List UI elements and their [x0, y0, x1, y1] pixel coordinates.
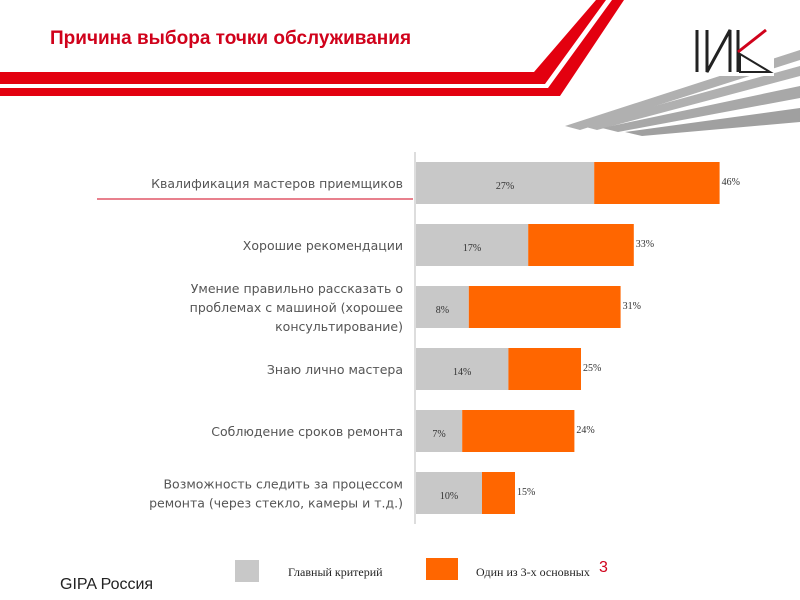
page-number: 3 — [599, 559, 608, 576]
value-label-main-criterion: 10% — [440, 491, 458, 502]
header-grey-stripe — [625, 108, 800, 136]
bar-main-criterion — [416, 472, 482, 514]
chart-value-labels: 27% 46% 17% 33% 8% 31% 14% 25% 7% 24% 10% 15% — [432, 177, 740, 502]
legend-label-one-of-three: Один из 3-х основных — [476, 565, 590, 579]
legend-swatch-main-criterion — [235, 560, 259, 582]
category-label: Соблюдение сроков ремонта — [211, 424, 403, 439]
bar-one-of-three — [468, 286, 621, 328]
category-label: Умение правильно рассказать о проблемах с… — [190, 281, 404, 334]
value-label-main-criterion: 8% — [436, 305, 449, 316]
bar-one-of-three — [482, 472, 515, 514]
category-label-line: Умение правильно рассказать о — [191, 281, 403, 296]
value-label-one-of-three: 24% — [576, 425, 594, 436]
bar-one-of-three — [528, 224, 634, 266]
bar-one-of-three — [508, 348, 581, 390]
category-label-line: проблемах с машиной (хорошее — [190, 300, 404, 315]
bar-one-of-three — [462, 410, 575, 452]
category-label: Возможность следить за процессом ремонта … — [149, 477, 403, 511]
value-label-main-criterion: 17% — [463, 243, 481, 254]
category-label-line: Знаю лично мастера — [267, 362, 403, 377]
value-label-one-of-three: 46% — [722, 177, 740, 188]
chart-bars — [416, 162, 720, 514]
category-label-line: Квалификация мастеров приемщиков — [151, 176, 403, 191]
category-label-line: ремонта (через стекло, камеры и т.д.) — [149, 496, 403, 511]
category-label: Хорошие рекомендации — [243, 238, 403, 253]
bar-main-criterion — [416, 162, 595, 204]
value-label-one-of-three: 33% — [636, 239, 654, 250]
category-label: Квалификация мастеров приемщиков — [151, 176, 403, 191]
category-label-line: Соблюдение сроков ремонта — [211, 424, 403, 439]
header-grey-stripe — [582, 66, 800, 130]
value-label-main-criterion: 7% — [432, 429, 445, 440]
header-grey-stripe — [602, 86, 800, 132]
bar-main-criterion — [416, 348, 509, 390]
legend-swatch-one-of-three — [426, 558, 458, 580]
bar-main-criterion — [416, 410, 463, 452]
bar-main-criterion — [416, 224, 529, 266]
value-label-main-criterion: 27% — [496, 181, 514, 192]
category-label-line: Хорошие рекомендации — [243, 238, 403, 253]
chart-category-labels: Квалификация мастеров приемщиков Хорошие … — [149, 176, 403, 511]
legend-label-main-criterion: Главный критерий — [288, 565, 383, 579]
value-label-one-of-three: 25% — [583, 363, 601, 374]
bar-one-of-three — [594, 162, 720, 204]
category-label-line: Возможность следить за процессом — [163, 477, 403, 492]
header-red-band-upper — [0, 0, 606, 84]
value-label-one-of-three: 15% — [517, 487, 535, 498]
value-label-one-of-three: 31% — [623, 301, 641, 312]
header-red-band-lower — [0, 0, 624, 96]
page-title: Причина выбора точки обслуживания — [50, 28, 412, 49]
category-label: Знаю лично мастера — [267, 362, 403, 377]
bar-main-criterion — [416, 286, 469, 328]
company-logo — [690, 24, 774, 76]
category-label-line: консультирование) — [275, 319, 403, 334]
footer-org: GIPA Россия — [60, 576, 154, 593]
value-label-main-criterion: 14% — [453, 367, 471, 378]
